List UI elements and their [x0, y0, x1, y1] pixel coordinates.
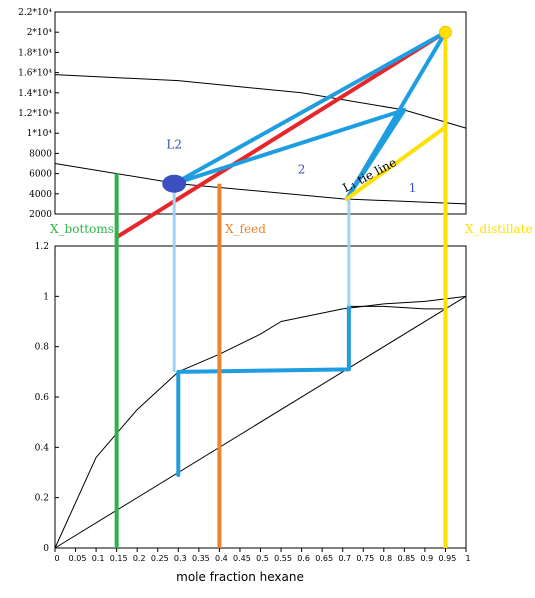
distillate-point	[438, 25, 452, 39]
lower-y-tick-label: 0.8	[35, 343, 50, 353]
x-tick-label: 0.6	[297, 554, 310, 563]
label-X_distillate: X_distillate	[465, 222, 533, 236]
l2-point	[162, 174, 187, 193]
lower-y-tick-label: 0.4	[35, 443, 50, 453]
upper-y-tick-label: 1*10⁴	[27, 129, 53, 139]
lower-operating-line	[348, 305, 446, 310]
label-X_feed: X_feed	[225, 222, 266, 236]
x-tick-label: 0	[54, 554, 59, 563]
upper-y-tick-label: 1.2*10⁴	[18, 109, 52, 119]
upper-y-tick-label: 1.6*10⁴	[18, 69, 52, 79]
x-tick-label: 1	[465, 554, 470, 563]
x-tick-label: 0.25	[151, 554, 169, 563]
lower-y-tick-label: 1.2	[35, 242, 49, 252]
x-tick-label: 0.15	[110, 554, 128, 563]
lower-equilibrium-curve	[54, 295, 467, 549]
x-tick-label: 0.3	[174, 554, 187, 563]
upper-y-tick-label: 2.2*10⁴	[18, 8, 52, 18]
upper-stage-tie	[172, 30, 448, 186]
lower-stage-steps	[176, 304, 351, 478]
upper-saturated-vapor	[54, 74, 467, 129]
x-tick-label: 0.8	[379, 554, 392, 563]
x-tick-label: 0.75	[356, 554, 374, 563]
annotation-label: L2	[166, 137, 182, 151]
upper-y-tick-label: 1.8*10⁴	[18, 48, 52, 58]
lower-y-tick-label: 0.2	[35, 494, 49, 504]
upper-y-tick-label: 2*10⁴	[27, 28, 53, 38]
x-tick-label: 0.05	[69, 554, 87, 563]
x-tick-label: 0.2	[133, 554, 146, 563]
upper-y-tick-label: 8000	[29, 149, 52, 159]
upper-red-operating-line	[114, 30, 448, 240]
x-tick-label: 0.85	[397, 554, 415, 563]
annotation-label: 1	[409, 181, 417, 195]
annotation-label: 2	[298, 163, 306, 177]
lower-y-tick-label: 1	[43, 292, 49, 302]
upper-y-tick-label: 1.4*10⁴	[18, 89, 52, 99]
lower-diagonal	[54, 295, 467, 549]
x-tick-label: 0.65	[315, 554, 333, 563]
x-tick-label: 0.4	[215, 554, 228, 563]
lower-y-tick-label: 0	[43, 544, 49, 554]
x-tick-label: 0.9	[421, 554, 434, 563]
upper-yellow-tie	[344, 125, 448, 201]
x-axis-label: mole fraction hexane	[176, 570, 304, 584]
upper-y-tick-label: 6000	[29, 170, 52, 180]
x-tick-label: 0.7	[338, 554, 351, 563]
upper-y-tick-label: 2000	[29, 210, 52, 220]
x-tick-label: 0.35	[192, 554, 210, 563]
x-tick-label: 0.45	[233, 554, 251, 563]
x-tick-label: 0.1	[92, 554, 105, 563]
label-X_bottoms: X_bottoms	[50, 222, 114, 236]
x-tick-label: 0.5	[256, 554, 269, 563]
x-tick-label: 0.95	[439, 554, 457, 563]
lower-y-tick-label: 0.6	[35, 393, 50, 403]
upper-y-tick-label: 4000	[29, 190, 52, 200]
x-tick-label: 0.55	[274, 554, 292, 563]
